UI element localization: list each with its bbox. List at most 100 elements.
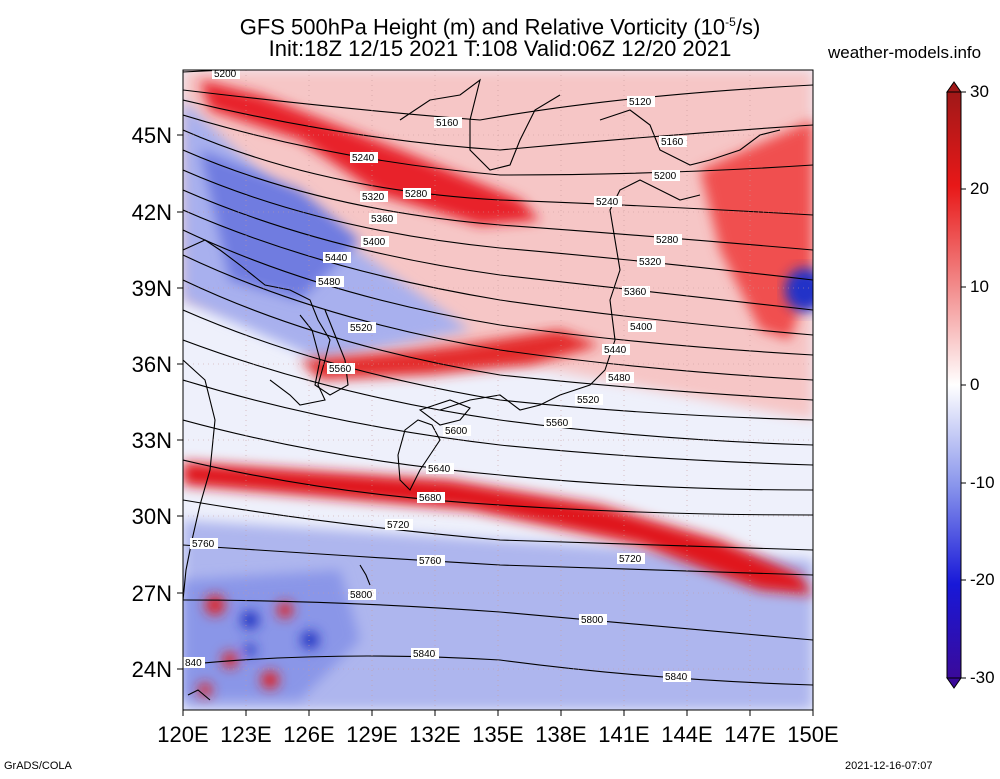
lat-label: 30N [131,504,172,529]
svg-text:5520: 5520 [350,323,373,334]
lon-label: 138E [535,722,587,747]
svg-text:5200: 5200 [654,171,677,182]
svg-text:5320: 5320 [362,192,385,203]
svg-text:5240: 5240 [352,153,375,164]
lat-label: 27N [131,581,172,606]
colorbar-tick-label: 10 [970,277,989,296]
source-label: weather-models.info [828,43,982,62]
svg-text:5680: 5680 [419,493,442,504]
contour-label: 5760 [417,555,445,567]
height-contours [183,70,813,686]
svg-text:5600: 5600 [445,426,468,437]
contour-labels: 5200 5120 5160 5160 5240 5200 5320 5280 … [183,68,691,683]
svg-text:5840: 5840 [665,672,688,683]
contour-label: 840 [183,657,205,669]
map-title: GFS 500hPa Height (m) and Relative Vorti… [239,14,761,40]
colorbar-tick-label: -20 [970,570,995,589]
contour-label: 5560 [544,417,572,429]
contour-label: 5200 [652,170,680,182]
footer-timestamp: 2021-12-16-07:07 [845,760,933,772]
contour-label: 5480 [606,372,634,384]
coastlines [183,78,781,701]
contour-label: 5400 [361,236,389,248]
lon-label: 135E [472,722,524,747]
svg-text:5280: 5280 [656,235,679,246]
svg-text:5200: 5200 [214,69,237,80]
svg-text:5120: 5120 [629,97,652,108]
contour-label: 5160 [434,117,462,129]
contour-label: 5360 [369,213,397,225]
contour-label: 5600 [443,425,471,437]
svg-text:5440: 5440 [604,345,627,356]
contour-label: 5120 [627,96,655,108]
colorbar [946,81,966,689]
svg-text:5360: 5360 [624,287,647,298]
lat-label: 24N [131,657,172,682]
colorbar-tick-label: -30 [970,668,995,687]
contour-label: 5520 [348,322,376,334]
contour-label: 5840 [411,648,439,660]
svg-text:5160: 5160 [661,137,684,148]
contour-label: 5280 [654,234,682,246]
contour-label: 5320 [637,256,665,268]
lat-label: 42N [131,200,172,225]
contour-label: 5480 [316,276,344,288]
svg-text:5360: 5360 [371,214,394,225]
svg-text:5240: 5240 [596,197,619,208]
svg-text:5560: 5560 [546,418,569,429]
contour-label: 5280 [403,188,431,200]
svg-text:5440: 5440 [325,253,348,264]
lon-label: 147E [724,722,776,747]
svg-text:5400: 5400 [630,322,653,333]
colorbar-tick-label: -10 [970,473,995,492]
contour-label: 5840 [663,671,691,683]
svg-text:5640: 5640 [428,464,451,475]
contour-label: 5240 [594,196,622,208]
contour-label: 5800 [348,589,376,601]
map-subtitle: Init:18Z 12/15 2021 T:108 Valid:06Z 12/2… [268,36,732,61]
contour-label: 5400 [628,321,656,333]
svg-text:5800: 5800 [350,590,373,601]
lon-label: 141E [598,722,650,747]
svg-text:5760: 5760 [419,556,442,567]
svg-text:5480: 5480 [318,277,341,288]
svg-text:5760: 5760 [192,539,215,550]
colorbar-tick-label: 0 [970,375,980,394]
svg-text:5720: 5720 [619,554,642,565]
contour-label: 5800 [579,614,607,626]
contour-label: 5560 [327,363,355,375]
svg-text:5800: 5800 [581,615,604,626]
contour-label: 5320 [360,191,388,203]
contour-label: 5240 [350,152,378,164]
svg-text:5520: 5520 [577,395,600,406]
contour-label: 5200 [212,68,240,80]
lon-ticks [182,710,814,716]
lon-label: 150E [787,722,839,747]
lon-label: 126E [283,722,335,747]
contour-label: 5760 [190,538,218,550]
contour-label: 5440 [323,252,351,264]
lat-ticks [177,134,183,670]
lat-label: 45N [131,123,172,148]
svg-text:5560: 5560 [329,364,352,375]
contour-label: 5640 [426,463,454,475]
footer-credit: GrADS/COLA [4,760,72,772]
contour-label: 5360 [622,286,650,298]
svg-text:5160: 5160 [436,118,459,129]
lat-label: 39N [131,276,172,301]
contour-label: 5440 [602,344,630,356]
map-frame [177,69,814,716]
svg-text:840: 840 [185,658,202,669]
contour-label: 5720 [385,519,413,531]
contour-label: 5720 [617,553,645,565]
svg-text:5480: 5480 [608,373,631,384]
colorbar-tick-label: 30 [970,82,989,101]
lon-label: 123E [220,722,272,747]
svg-text:5720: 5720 [387,520,410,531]
lat-label: 36N [131,352,172,377]
lon-label: 144E [661,722,713,747]
contour-label: 5520 [575,394,603,406]
svg-text:5840: 5840 [413,649,436,660]
colorbar-tick-label: 20 [970,179,989,198]
